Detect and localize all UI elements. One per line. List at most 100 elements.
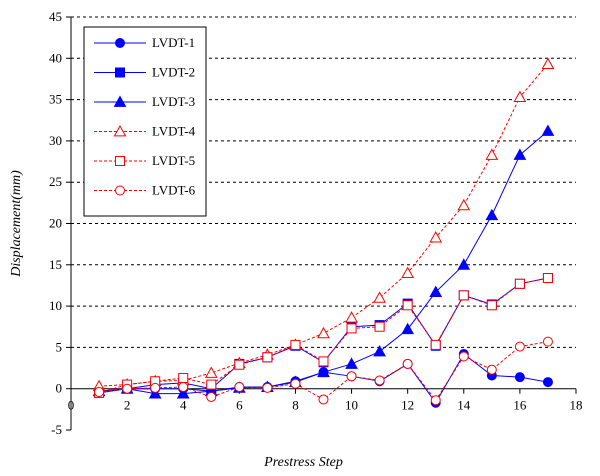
x-tick-label: 12 [401, 398, 414, 413]
legend-marker [115, 185, 125, 196]
y-tick-label: 15 [49, 257, 62, 272]
data-point [542, 377, 553, 388]
x-tick-label: 18 [570, 398, 583, 413]
legend-box [83, 26, 207, 217]
series-layer [92, 57, 555, 408]
x-tick-label: 2 [124, 398, 131, 413]
data-point [457, 258, 471, 270]
data-point [513, 148, 527, 160]
data-point [346, 371, 357, 382]
data-point [290, 378, 301, 389]
data-point [430, 395, 441, 406]
x-axis-ticks: 0 2 4 6 8 10 12 14 16 18 [68, 388, 583, 413]
y-tick-label: 0 [56, 381, 63, 396]
legend-label: LVDT-2 [152, 65, 195, 80]
data-point [486, 300, 497, 311]
legend-item: LVDT-6 [94, 183, 196, 198]
legend-label: LVDT-1 [152, 35, 195, 50]
y-tick-label: 40 [49, 50, 62, 65]
data-point [541, 124, 555, 136]
data-point [458, 351, 469, 362]
legend-label: LVDT-6 [152, 183, 196, 198]
data-point [317, 326, 330, 339]
legend-item: LVDT-3 [94, 94, 195, 109]
data-point [402, 358, 413, 369]
data-point [374, 321, 385, 332]
x-tick-label: 10 [345, 398, 358, 413]
legend-item: LVDT-2 [94, 65, 195, 80]
x-tick-label: 4 [180, 398, 187, 413]
y-axis-ticks: -5 0 5 10 15 20 25 30 35 40 45 [49, 9, 71, 437]
data-point [402, 300, 413, 311]
x-axis-title: Prestress Step [263, 455, 343, 470]
y-tick-label: -5 [51, 422, 62, 437]
legend-label: LVDT-5 [152, 153, 195, 168]
x-tick-label: 16 [513, 398, 527, 413]
data-point [514, 372, 525, 383]
data-point [373, 345, 386, 357]
data-point [542, 273, 553, 284]
data-point [345, 357, 358, 369]
data-point [541, 57, 555, 69]
data-point [429, 231, 443, 243]
x-tick-label: 14 [457, 398, 471, 413]
data-point [373, 291, 386, 303]
legend-marker [115, 67, 125, 78]
data-point [401, 322, 415, 335]
data-point [318, 394, 329, 405]
data-point [485, 148, 499, 160]
data-point [346, 323, 357, 334]
data-point [176, 387, 190, 399]
y-tick-label: 30 [49, 133, 62, 148]
legend: LVDT-1 LVDT-2 LVDT-3 LVDT-4 LVDT-5 LVDT-6 [83, 26, 207, 217]
data-point [430, 339, 441, 350]
x-tick-label: 6 [236, 398, 243, 413]
data-point [178, 382, 189, 393]
data-point [94, 387, 105, 398]
data-point [318, 356, 329, 367]
legend-item: LVDT-4 [94, 124, 196, 139]
data-point [514, 341, 525, 352]
data-point [374, 375, 385, 386]
data-point [290, 339, 301, 350]
data-point [262, 382, 273, 393]
series-lvdt-6 [94, 336, 553, 406]
y-tick-label: 20 [49, 216, 62, 231]
data-point [150, 382, 161, 393]
data-point [458, 290, 469, 301]
data-point [317, 365, 330, 378]
data-point [178, 372, 189, 383]
x-tick-label: 0 [68, 398, 75, 413]
data-point [206, 391, 217, 402]
data-point [542, 336, 553, 347]
legend-label: LVDT-3 [152, 94, 195, 109]
legend-marker [115, 38, 125, 48]
data-point [206, 379, 217, 390]
data-point [345, 311, 358, 323]
y-tick-label: 10 [49, 298, 62, 313]
x-tick-label: 8 [292, 398, 299, 413]
data-point [514, 278, 525, 289]
y-tick-label: 25 [49, 174, 62, 189]
data-point [204, 366, 218, 378]
legend-item: LVDT-5 [94, 153, 195, 168]
legend-marker [113, 95, 127, 107]
y-axis-title: Displacement(mm) [9, 170, 24, 278]
data-point [122, 383, 133, 394]
y-tick-label: 45 [49, 9, 62, 24]
legend-item: LVDT-1 [94, 35, 195, 50]
legend-label: LVDT-4 [152, 124, 196, 139]
data-point [513, 90, 527, 103]
legend-marker [113, 124, 127, 137]
data-point [401, 266, 415, 278]
data-point [234, 359, 245, 370]
data-point [234, 382, 245, 393]
data-point [485, 208, 499, 221]
data-point [429, 285, 443, 297]
data-point [262, 352, 273, 363]
legend-marker [115, 156, 125, 166]
data-point [486, 364, 497, 375]
y-tick-label: 35 [49, 92, 62, 107]
data-point [457, 198, 471, 211]
